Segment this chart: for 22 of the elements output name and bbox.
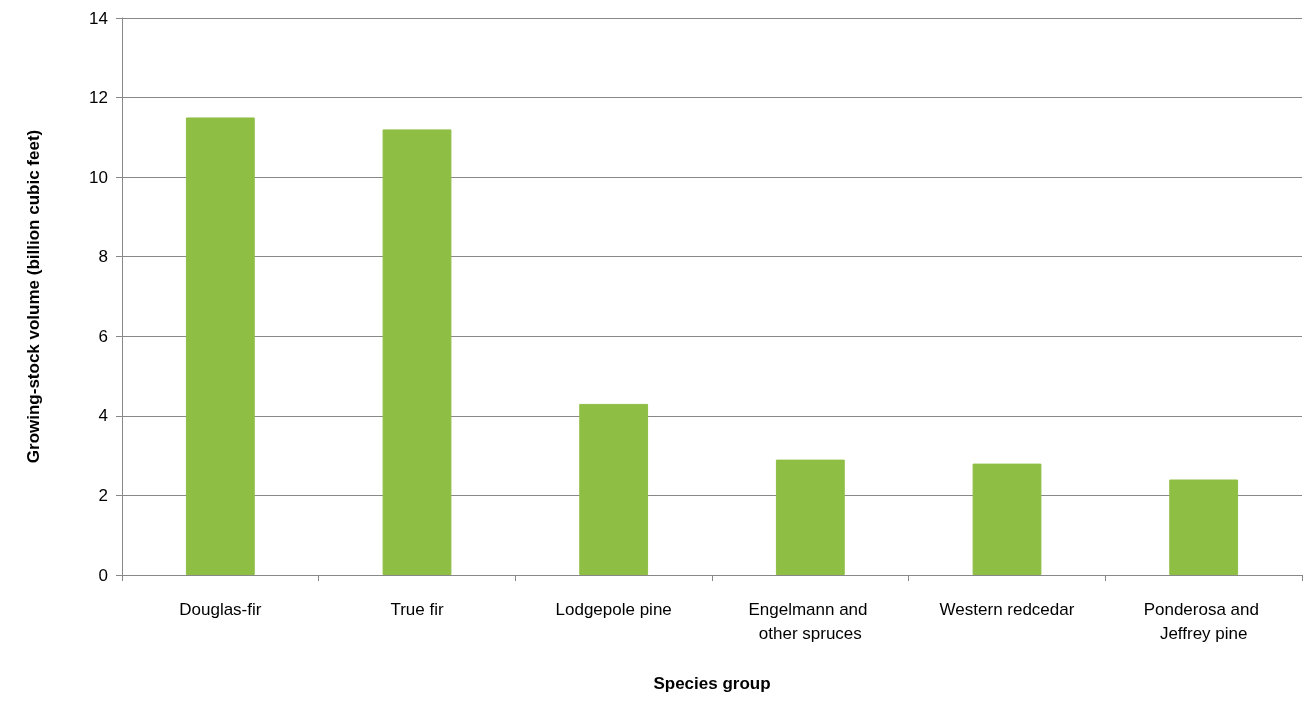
x-tick-label: Western redcedar [939, 599, 1075, 619]
bar [185, 117, 255, 575]
bar [775, 459, 845, 575]
x-tick-label: Douglas-fir [179, 599, 262, 619]
y-tick-label: 2 [98, 485, 108, 505]
bar [382, 129, 452, 575]
y-tick-label: 8 [98, 247, 108, 267]
y-tick-label: 6 [98, 326, 108, 346]
bar [579, 403, 649, 575]
y-tick-label: 14 [89, 8, 108, 28]
y-tick-label: 4 [98, 406, 108, 426]
y-axis-title: Growing-stock volume (billion cubic feet) [24, 129, 43, 464]
x-tick-label: Engelmann and other spruces [748, 599, 873, 643]
x-tick-label: Lodgepole pine [555, 599, 672, 619]
y-tick-label: 0 [98, 565, 108, 585]
bar [972, 463, 1042, 575]
x-axis-title: Species group [653, 674, 771, 693]
y-tick-label: 10 [89, 167, 108, 187]
x-tick-label: True fir [390, 599, 444, 619]
y-tick-label: 12 [89, 88, 108, 108]
bar [1169, 479, 1239, 575]
x-tick-label: Ponderosa and Jeffrey pine [1143, 599, 1264, 643]
